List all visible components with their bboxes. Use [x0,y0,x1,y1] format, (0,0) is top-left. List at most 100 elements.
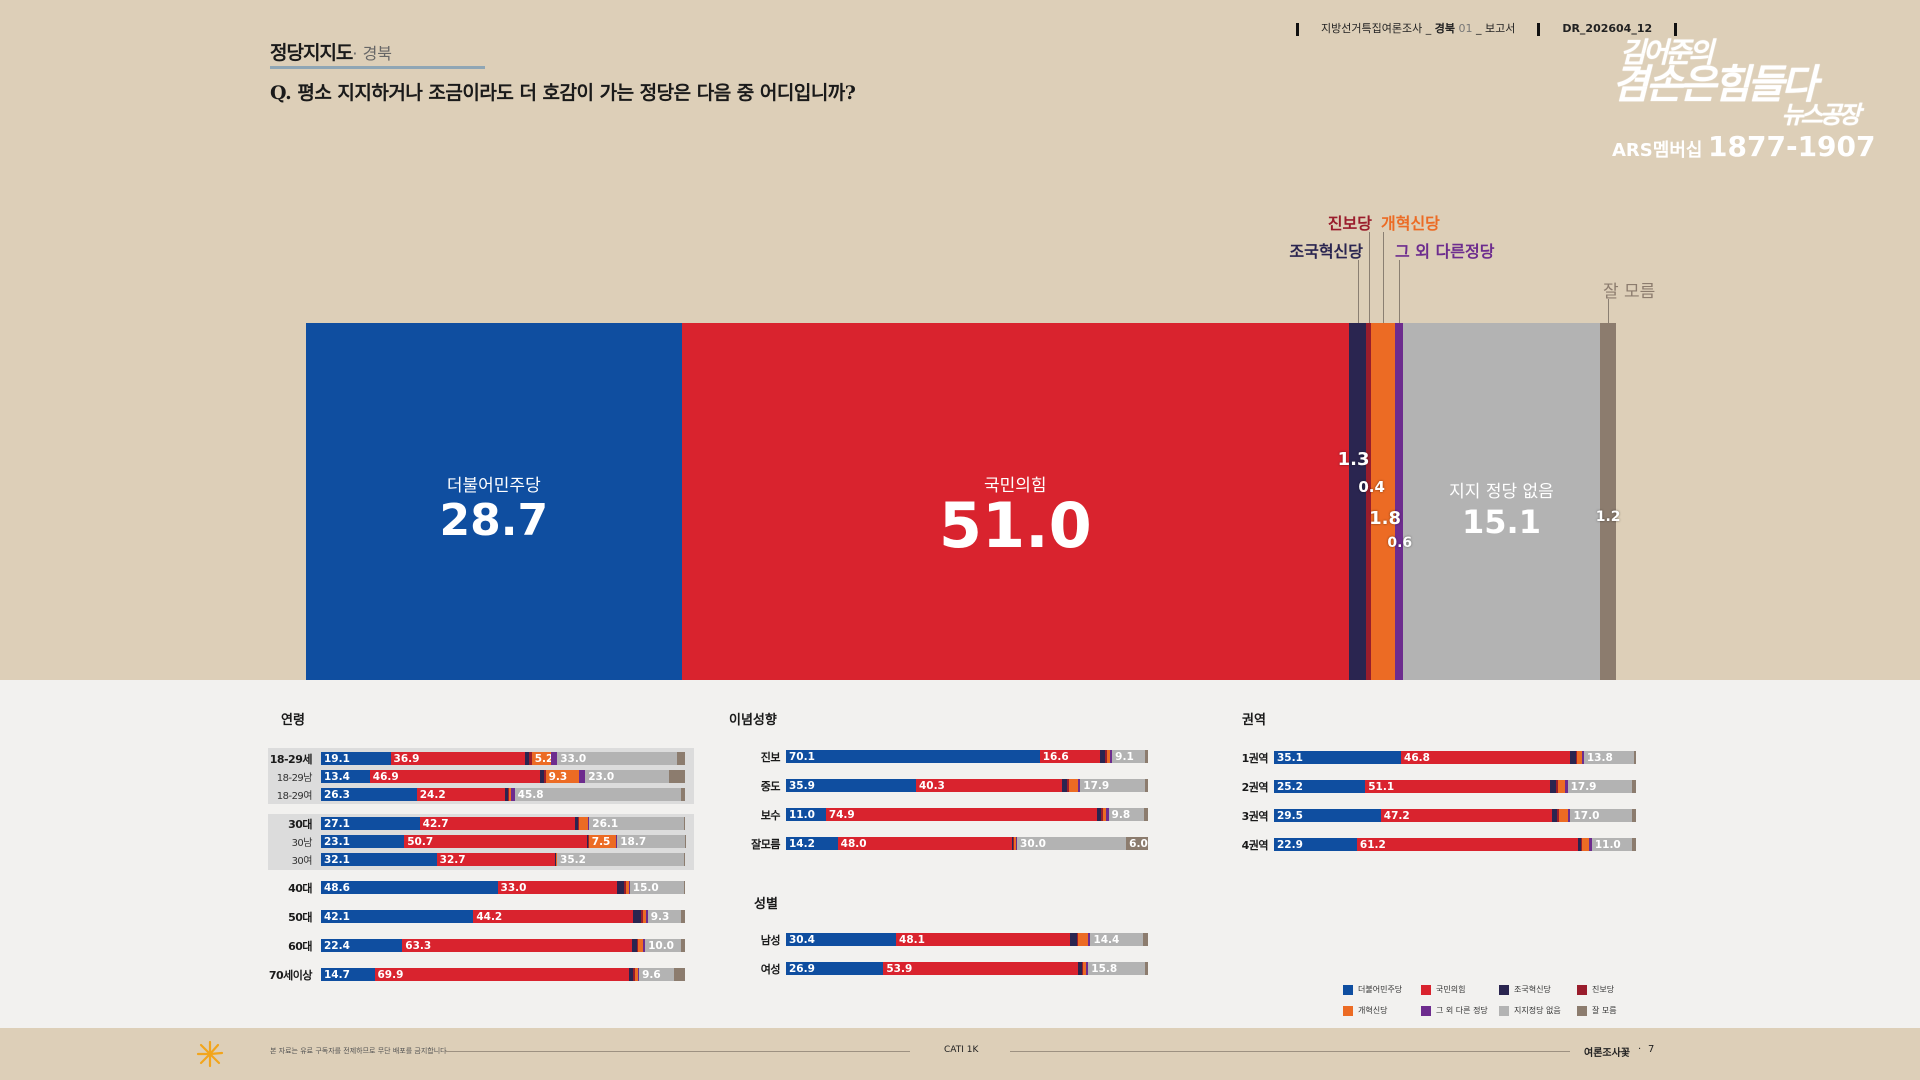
row-bar-segment-jinbo [636,939,639,952]
row-bar-value: 46.8 [1404,752,1430,764]
row-bar-segment-ppp [497,881,618,894]
row-bar-segment-minjoo [321,881,498,894]
row-bar: 22.9 61.2 11.0 [1274,838,1637,851]
main-bar-segment-jokuk [1349,323,1367,681]
row-bar-segment-other [550,752,558,765]
row-bar-value: 14.4 [1093,934,1120,946]
row-bar-segment-ppp [1365,780,1551,793]
meta-divider [1296,22,1299,36]
meta-region: 경북 [1434,22,1455,35]
legend-item-none: 지지정당 없음 [1499,1005,1561,1016]
callout-label-jokuk: 조국혁신당 [1289,242,1363,261]
row-bar-value: 36.9 [393,753,420,765]
row-bar-segment-minjoo [321,788,418,801]
main-stacked-bar: 더불어민주당 28.7 국민의힘 51.0 지지 정당 없음 15.1 1.3 0.4 1.8 0… [306,323,1621,681]
row-bar-segment-ppp [404,835,588,848]
main-bar-label-minjoo: 더불어민주당 [446,476,541,496]
row-bar-segment-minjoo [321,752,391,765]
row-bar-segment-dk [1144,808,1149,821]
row-bar-segment-jokuk [628,968,634,981]
row-bar: 70.1 16.6 9.1 [786,750,1149,763]
row-bar-segment-minjoo [786,779,917,792]
row-bar-segment-none [629,881,685,894]
row-bar-segment-minjoo [786,837,838,850]
broadcast-logo: 김어준의 겸손은힘들다 뉴스공장 ARS멤버십 1877-1907 [1612,39,1882,164]
section-title: 이념성향 [729,713,777,728]
row-bar: 30.4 48.1 14.4 [786,933,1149,946]
legend-label: 잘 모름 [1592,1006,1617,1015]
row-bar-value: 9.6 [642,969,661,981]
row-bar-segment-gaehyuk [1014,837,1017,850]
callout-leader-dk [1608,299,1610,323]
row-bar: 42.1 44.2 9.3 [321,910,686,923]
row-bar-value: 53.9 [886,963,913,975]
breakdown-charts: 연령 18-29세 19.1 36.9 5.2 33.0 18-29남 13.4 46.9 9.3… [0,680,1920,1028]
row-bar-segment-gaehyuk [509,788,512,801]
row-bar-value: 9.3 [548,771,568,783]
row-bar-segment-none [1017,837,1127,850]
row-bar-segment-none [1583,751,1635,764]
main-bar-segment-minjoo [306,323,683,681]
callout-leader-jinbo [1368,232,1370,323]
row-bar-value: 30.0 [1020,838,1046,850]
row-bar-segment-jinbo [529,752,533,765]
callout-label-gaehyuk: 개혁신당 [1381,214,1440,233]
row-bar-segment-ppp [1380,809,1552,822]
legend-item-ppp: 국민의힘 [1421,984,1465,995]
callout-leader-jokuk [1357,260,1359,323]
row-bar-segment-jinbo [1105,750,1108,763]
legend-swatch [1343,984,1353,995]
main-bar-value-none: 15.1 [1462,503,1541,541]
row-label: 남성 [760,934,781,947]
row-bar-segment-ppp [825,808,1098,821]
row-label: 30남 [291,838,313,849]
row-bar-value: 13.8 [1586,752,1613,764]
row-bar-segment-dk [1145,750,1149,763]
row-bar-value: 46.9 [372,771,399,783]
row-bar-segment-other [1588,838,1593,851]
section-title: 연령 [281,713,305,728]
row-bar-segment-gaehyuk [578,817,589,830]
row-label: 30여 [291,856,313,867]
legend-label: 지지정당 없음 [1514,1006,1561,1015]
row-bar-segment-other [556,853,558,866]
legend-swatch [1421,984,1431,995]
row-label: 4권역 [1241,839,1269,852]
row-bar-segment-other [637,968,640,981]
row-bar-value: 51.1 [1368,781,1395,793]
row-label: 잘모름 [751,838,780,851]
row-bar: 26.9 53.9 15.8 [786,962,1149,975]
main-bar-segment-other [1394,323,1404,681]
row-bar-segment-none [1591,838,1632,851]
row-bar-segment-ppp [1401,751,1571,764]
row-bar-segment-ppp [915,779,1063,792]
row-bar-segment-none [1108,808,1145,821]
row-bar-value: 15.8 [1091,963,1118,975]
callout-label-other: 그 외 다른정당 [1395,242,1495,261]
row-bar-segment-jinbo [1557,809,1560,822]
row-bar-segment-ppp [416,788,506,801]
row-bar-segment-jokuk [1551,809,1558,822]
row-bar-value: 10.0 [648,940,674,952]
legend-item-other: 그 외 다른 정당 [1421,1005,1488,1016]
row-bar-segment-dk [681,788,686,801]
row-bar-segment-none [645,939,682,952]
row-label: 18-29남 [276,773,313,784]
row-bar-segment-other [1567,809,1571,822]
row-bar-segment-gaehyuk [1577,751,1583,764]
row-bar-segment-minjoo [786,750,1041,763]
legend-swatch [1499,1005,1509,1016]
row-bar-segment-gaehyuk [626,881,630,894]
row-bar-segment-other [1086,962,1089,975]
row-bar-segment-none [639,968,675,981]
row-bar-segment-other [615,835,618,848]
row-bar-value: 19.1 [324,753,350,765]
row-bar-segment-jinbo [1101,808,1104,821]
main-bar-segment-jinbo [1366,323,1372,681]
page-number: 7 [1648,1044,1655,1055]
row-bar-segment-gaehyuk [1068,779,1079,792]
row-bar-segment-jinbo [633,968,636,981]
row-bar-segment-gaehyuk [531,752,551,765]
main-bar-segment-dk [1600,323,1617,681]
logo-line2: 겸손은힘들다 [1612,62,1818,108]
